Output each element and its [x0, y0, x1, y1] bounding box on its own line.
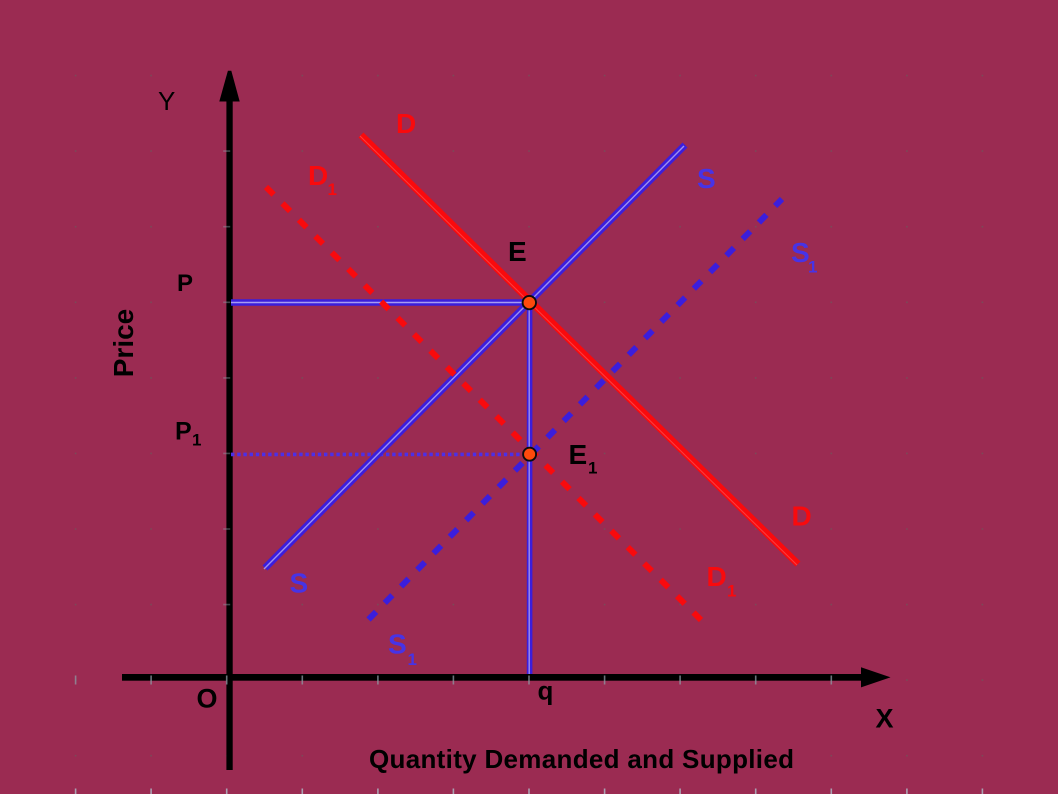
svg-text:D: D: [396, 108, 416, 139]
svg-text:S: S: [697, 163, 716, 194]
svg-text:1: 1: [808, 258, 817, 277]
svg-text:1: 1: [328, 180, 337, 199]
svg-text:1: 1: [588, 459, 597, 478]
svg-text:D: D: [792, 501, 812, 532]
svg-text:1: 1: [408, 650, 417, 669]
svg-text:q: q: [538, 676, 554, 706]
svg-text:P: P: [177, 270, 193, 297]
svg-text:D: D: [308, 160, 328, 191]
svg-text:X: X: [876, 704, 894, 734]
svg-text:Price: Price: [108, 309, 139, 378]
svg-text:E: E: [508, 236, 527, 267]
svg-text:O: O: [197, 684, 218, 714]
svg-text:S: S: [791, 237, 810, 268]
svg-text:D: D: [707, 561, 727, 592]
svg-text:1: 1: [727, 582, 736, 601]
svg-text:Quantity Demanded and Supplied: Quantity Demanded and Supplied: [369, 744, 794, 774]
svg-text:1: 1: [192, 431, 201, 450]
svg-text:S: S: [290, 568, 309, 599]
svg-text:E: E: [569, 439, 588, 470]
svg-text:Y: Y: [158, 86, 175, 116]
svg-text:S: S: [388, 628, 407, 659]
svg-text:P: P: [175, 418, 192, 446]
